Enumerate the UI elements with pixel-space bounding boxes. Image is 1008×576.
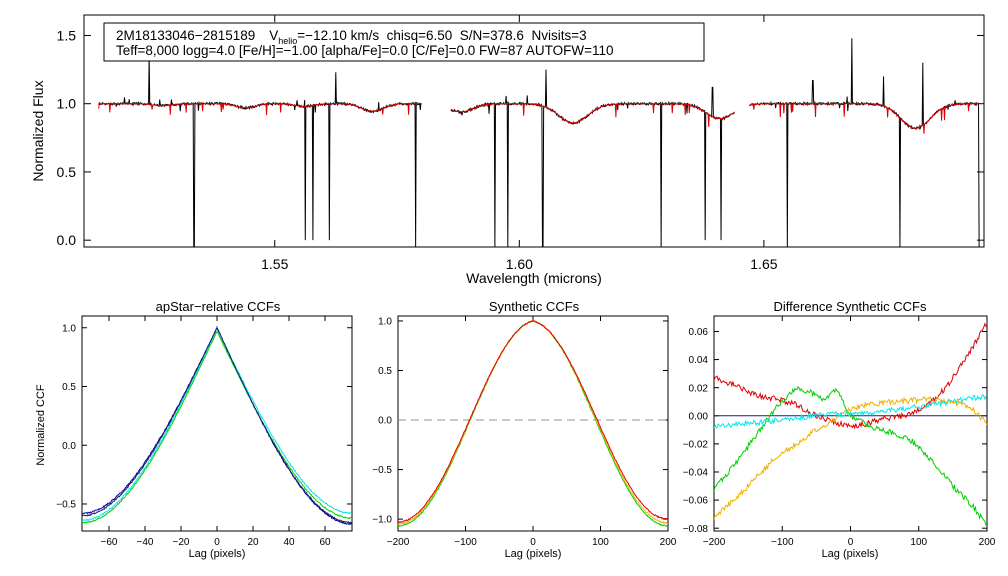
spectrum-y-label: Normalized Flux xyxy=(30,80,46,181)
spectrum-lines xyxy=(98,38,980,247)
spectrum-panel: 1.55 1.60 1.65 0.0 0.5 1.0 1.5 2M18133046−2815… xyxy=(30,14,985,286)
apstar-ytick-label: 0.0 xyxy=(62,441,76,452)
synthetic-series-red xyxy=(398,319,668,524)
difference-ytick-label: 0.06 xyxy=(689,327,709,338)
difference-ytick-label: −0.08 xyxy=(683,524,709,535)
apstar-ytick-label: −0.5 xyxy=(56,500,76,511)
spectrum-ytick-label: 1.5 xyxy=(57,28,77,44)
difference-ytick-label: 0.02 xyxy=(689,383,709,394)
spectrum-observed-line xyxy=(450,69,735,247)
synthetic-ytick-label: 1.0 xyxy=(378,317,392,328)
apstar-xtick-label: 20 xyxy=(247,537,259,548)
difference-xtick-label: 100 xyxy=(910,537,927,548)
synthetic-series-orange xyxy=(398,319,668,526)
apstar-xtick-label: 60 xyxy=(319,537,331,548)
synthetic-ytick-label: 0.0 xyxy=(378,416,392,427)
info-line-1-rest: =−12.10 km/s chisq=6.50 S/N=378.6 Nvisit… xyxy=(297,28,586,43)
synthetic-x-label: Lag (pixels) xyxy=(505,548,562,560)
spectrum-model-line xyxy=(450,102,735,128)
spectrum-observed-line xyxy=(98,55,422,247)
synthetic-xtick-label: 0 xyxy=(530,537,536,548)
synthetic-ytick-label: −0.5 xyxy=(372,465,392,476)
apstar-xtick-label: 40 xyxy=(283,537,295,548)
difference-ytick-label: −0.02 xyxy=(683,439,709,450)
apstar-ccf-panel: apStar−relative CCFs −60 −40 −20 0 20 40 60 −0.… xyxy=(35,299,353,560)
synthetic-title: Synthetic CCFs xyxy=(489,299,580,314)
difference-xtick-label: −200 xyxy=(703,537,726,548)
difference-ccf-panel: Difference Synthetic CCFs −200 −100 0 100 20… xyxy=(683,299,996,560)
difference-plot-frame xyxy=(713,315,988,532)
difference-x-label: Lag (pixels) xyxy=(822,548,879,560)
info-v-symbol: V xyxy=(269,28,278,43)
apstar-series-navy xyxy=(82,327,352,525)
difference-title: Difference Synthetic CCFs xyxy=(774,299,927,314)
difference-ytick-label: −0.06 xyxy=(683,496,709,507)
difference-series-green xyxy=(714,386,987,526)
synthetic-lines xyxy=(398,319,668,528)
difference-xtick-label: −100 xyxy=(771,537,794,548)
synthetic-ticks: −200 −100 0 100 200 −1.0 −0.5 0.0 0.5 1.0 xyxy=(372,316,677,548)
apstar-x-label: Lag (pixels) xyxy=(189,548,246,560)
spectrum-ticks: 1.55 1.60 1.65 0.0 0.5 1.0 1.5 xyxy=(57,15,984,272)
apstar-y-label: Normalized CCF xyxy=(35,384,47,466)
spectrum-ytick-label: 0.5 xyxy=(57,164,77,180)
spectrum-observed-line xyxy=(749,38,980,247)
apstar-title: apStar−relative CCFs xyxy=(156,299,281,314)
spectrum-xtick-label: 1.55 xyxy=(261,256,288,272)
synthetic-ytick-label: −1.0 xyxy=(372,515,392,526)
apstar-xtick-label: −40 xyxy=(137,537,154,548)
info-box xyxy=(103,22,705,62)
spectrum-model-line xyxy=(749,102,980,134)
spectrum-x-label: Wavelength (microns) xyxy=(466,270,602,286)
spectrum-xtick-label: 1.65 xyxy=(750,256,777,272)
synthetic-xtick-label: −200 xyxy=(387,537,410,548)
apstar-lines xyxy=(82,325,352,526)
apstar-ytick-label: 0.5 xyxy=(62,382,76,393)
synthetic-xtick-label: −100 xyxy=(454,537,477,548)
spectrum-xtick-label: 1.60 xyxy=(506,256,533,272)
difference-ytick-label: 0.00 xyxy=(689,411,709,422)
spectrum-ytick-label: 1.0 xyxy=(57,96,77,112)
synthetic-ccf-panel: Synthetic CCFs −200 −100 0 100 200 −1.0 −0.5 0.… xyxy=(372,299,677,560)
synthetic-ytick-label: 0.5 xyxy=(378,366,392,377)
apstar-series-green xyxy=(82,331,352,524)
synthetic-plot-frame xyxy=(397,315,669,532)
spectrum-plot-frame xyxy=(83,14,985,248)
difference-xtick-label: 200 xyxy=(979,537,996,548)
synthetic-xtick-label: 200 xyxy=(660,537,677,548)
apstar-xtick-label: −20 xyxy=(173,537,190,548)
difference-ytick-label: 0.04 xyxy=(689,355,709,366)
info-line-1: 2M18133046−2815189 Vhelio=−12.10 km/s chi… xyxy=(116,28,587,46)
apstar-ytick-label: 1.0 xyxy=(62,323,76,334)
apstar-xtick-label: −60 xyxy=(101,537,118,548)
spectrum-model-line xyxy=(98,102,422,116)
difference-ytick-label: −0.04 xyxy=(683,468,709,479)
synthetic-series-green xyxy=(398,319,668,528)
difference-xtick-label: 0 xyxy=(848,537,854,548)
difference-series-cyan xyxy=(714,393,987,429)
apstar-ticks: −60 −40 −20 0 20 40 60 −0.5 0.0 0.5 1.0 xyxy=(56,316,352,548)
info-star-id: 2M18133046−2815189 xyxy=(116,28,255,43)
apstar-xtick-label: 0 xyxy=(214,537,220,548)
spectrum-ytick-label: 0.0 xyxy=(57,232,77,248)
info-line-2: Teff=8,000 logg=4.0 [Fe/H]=−1.00 [alpha/… xyxy=(116,43,614,58)
difference-ticks: −200 −100 0 100 200 −0.08 −0.06 −0.04 −0.02 0.00 0… xyxy=(683,316,996,548)
synthetic-xtick-label: 100 xyxy=(592,537,609,548)
difference-series-red xyxy=(714,322,987,430)
info-v-subscript: helio xyxy=(278,36,297,46)
difference-lines xyxy=(714,322,987,526)
